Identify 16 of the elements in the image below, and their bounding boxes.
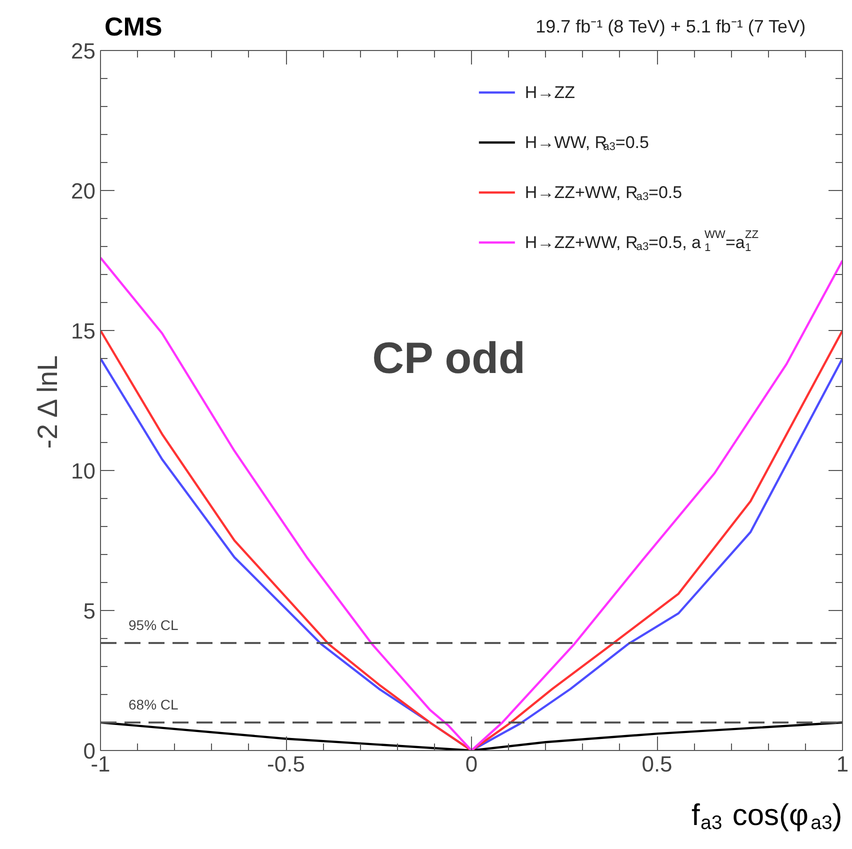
x-tick-label: 1 [836, 752, 849, 776]
y-tick-label: 10 [71, 458, 96, 484]
ref-line-label: 68% CL [128, 696, 179, 712]
legend-label: H→ZZ [524, 83, 575, 102]
y-tick-label: 20 [71, 178, 96, 204]
chart-title: CMS [104, 12, 162, 42]
x-tick-label: 0 [465, 752, 478, 776]
y-tick-label: 25 [71, 38, 96, 64]
chart-subtitle: 19.7 fb⁻¹ (8 TeV) + 5.1 fb⁻¹ (7 TeV) [536, 16, 806, 36]
y-tick-label: 5 [83, 598, 96, 624]
ref-line-label: 95% CL [128, 616, 179, 633]
y-tick-label: 15 [71, 318, 96, 344]
x-tick-label: 0.5 [642, 752, 672, 776]
y-axis-title: -2 Δ lnL [32, 355, 64, 449]
x-tick-label: -0.5 [267, 752, 305, 776]
annotation: CP odd [372, 334, 526, 383]
